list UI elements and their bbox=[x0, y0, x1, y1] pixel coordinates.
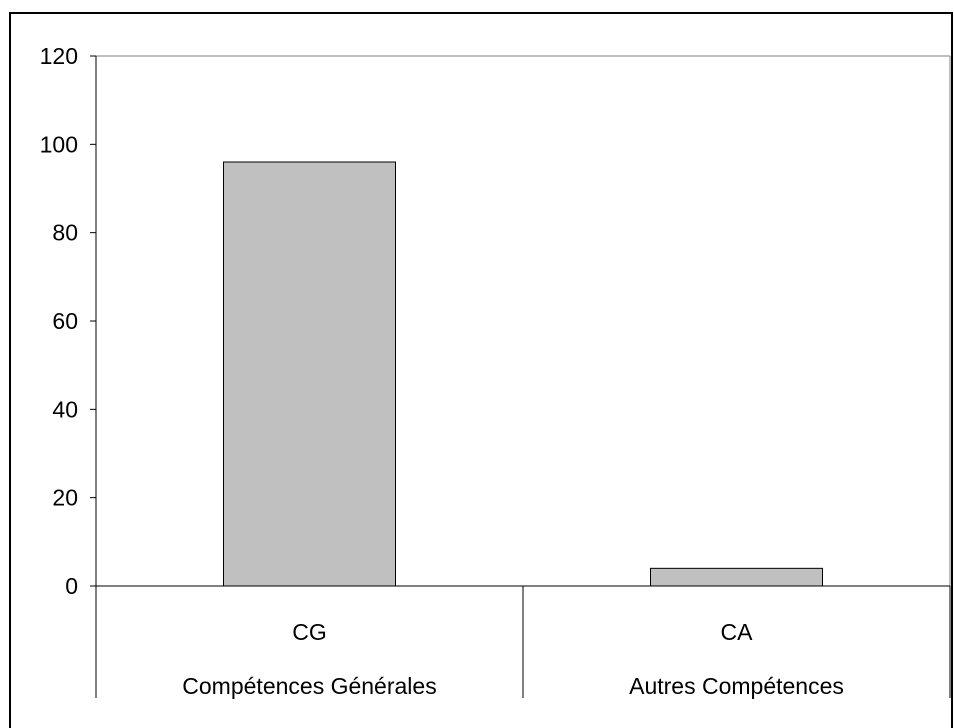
y-tick-label: 0 bbox=[65, 573, 78, 599]
bars bbox=[223, 161, 823, 587]
y-tick-label: 80 bbox=[52, 220, 78, 246]
chart-frame bbox=[9, 12, 953, 728]
y-tick-label: 60 bbox=[52, 308, 78, 334]
x-category-code-label: CG bbox=[292, 619, 327, 645]
x-axis: CG Compétences Générales CA Autres Compéten… bbox=[95, 585, 951, 699]
y-tick-label: 120 bbox=[40, 43, 78, 69]
y-tick-label: 20 bbox=[52, 485, 78, 511]
x-category-code-label: CA bbox=[721, 619, 754, 645]
bar-ca bbox=[650, 567, 823, 587]
bar-cg bbox=[223, 161, 396, 587]
y-axis: 0 20 40 60 80 100 120 bbox=[40, 43, 951, 698]
y-tick-label: 40 bbox=[52, 396, 78, 422]
x-category-name-label: Compétences Générales bbox=[182, 673, 436, 699]
x-category-name-label: Autres Compétences bbox=[629, 673, 844, 699]
y-tick-label: 100 bbox=[40, 131, 78, 157]
